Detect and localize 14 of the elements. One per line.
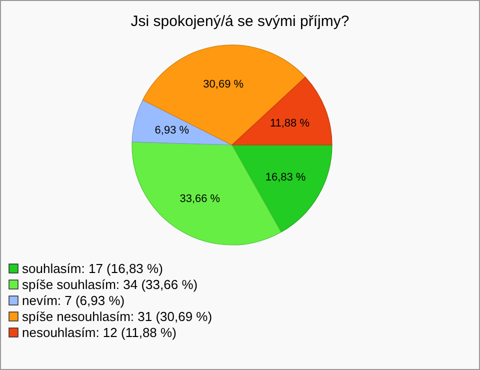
pie-slice: [132, 100, 232, 146]
data-label: 6,93 %: [154, 124, 190, 137]
legend-label: souhlasím: 17 (16,83 %): [22, 261, 163, 276]
pie-slice: [232, 144, 332, 232]
data-label: 16,83 %: [265, 171, 306, 184]
legend-label: spíše nesouhlasím: 31 (30,69 %): [22, 309, 212, 324]
data-label: 30,69 %: [203, 78, 244, 91]
legend-label: nevím: 7 (6,93 %): [22, 293, 125, 308]
pie-slice: [232, 76, 332, 146]
legend-label: spíše souhlasím: 34 (33,66 %): [22, 277, 198, 292]
data-label: 11,88 %: [270, 117, 310, 130]
chart-title: Jsi spokojený/á se svými příjmy?: [130, 13, 350, 30]
data-label: 33,66 %: [180, 193, 220, 206]
legend-label: nesouhlasím: 12 (11,88 %): [22, 325, 176, 340]
